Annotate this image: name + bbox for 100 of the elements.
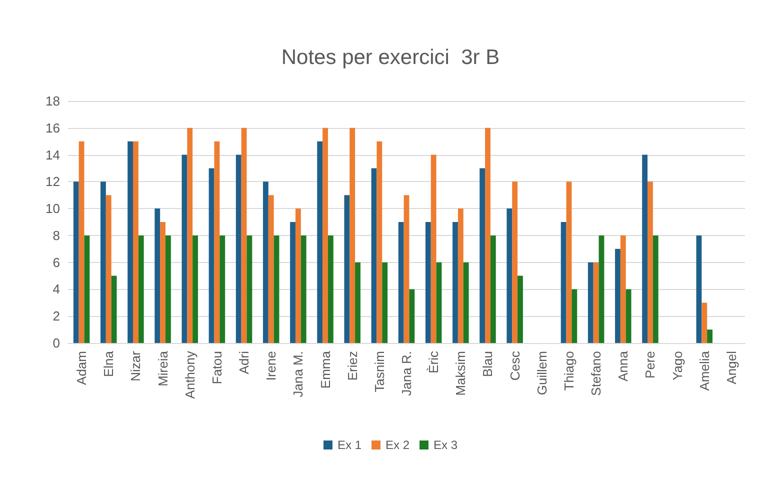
- bar: [154, 208, 160, 343]
- bar: [566, 182, 572, 343]
- y-tick-label: 14: [46, 147, 60, 162]
- x-tick-label: Emma: [318, 350, 333, 389]
- x-tick-label: Maksim: [453, 351, 468, 396]
- bar: [138, 235, 144, 343]
- bar: [132, 141, 138, 343]
- x-tick-label: Yago: [670, 351, 685, 380]
- x-tick-label: Amelia: [696, 350, 712, 391]
- x-tick-label: Èric: [426, 350, 442, 374]
- bar: [241, 128, 247, 343]
- x-tick-label: Cesc: [507, 350, 522, 381]
- bar: [490, 235, 496, 343]
- x-tick-label: Angel: [724, 350, 739, 384]
- bar: [165, 235, 171, 343]
- x-tick-label: Jana R.: [399, 351, 414, 396]
- x-tick-label: Eriez: [344, 351, 360, 381]
- bar: [111, 276, 117, 343]
- bar: [588, 262, 594, 343]
- bar: [295, 208, 301, 343]
- x-tick-label: Guillem: [534, 351, 550, 396]
- bar: [485, 128, 490, 343]
- legend-label: Ex 1: [337, 438, 362, 452]
- x-tick-label: Fatou: [209, 351, 224, 384]
- bar: [512, 182, 518, 343]
- y-tick-label: 10: [46, 201, 60, 216]
- x-tick-label: Nizar: [128, 350, 144, 382]
- bar: [620, 235, 626, 343]
- bar: [463, 262, 469, 343]
- bar: [376, 141, 382, 343]
- bar: [593, 262, 599, 343]
- bar: [355, 262, 360, 343]
- y-tick-label: 6: [52, 254, 60, 270]
- bar: [702, 302, 708, 343]
- bar: [290, 222, 296, 343]
- bar: [518, 276, 523, 343]
- chart-title: Notes per exercici 3r B: [281, 46, 500, 69]
- bar: [506, 208, 512, 343]
- bar: [192, 235, 198, 343]
- bar: [160, 222, 166, 343]
- x-tick-label: Anna: [616, 350, 631, 382]
- bar: [642, 154, 648, 343]
- y-tick-label: 0: [52, 336, 60, 350]
- x-tick-label: Adri: [236, 350, 252, 374]
- y-tick-label: 2: [52, 308, 60, 324]
- bar: [220, 235, 226, 343]
- bar: [430, 154, 436, 343]
- bar: [187, 128, 193, 343]
- bar: [322, 128, 328, 343]
- bar: [707, 330, 713, 343]
- bar: [452, 222, 458, 343]
- bar: [208, 168, 214, 343]
- bar: [328, 235, 334, 343]
- bar: [648, 182, 653, 343]
- x-tick-label: Pere: [642, 351, 658, 378]
- bar: [182, 154, 188, 343]
- bar: [480, 168, 486, 343]
- bar: [696, 235, 702, 343]
- y-tick-label: 4: [52, 282, 60, 297]
- bar: [300, 235, 306, 343]
- bar: [274, 235, 280, 343]
- bar: [436, 262, 442, 343]
- x-tick-label: Irene: [264, 351, 279, 381]
- bar: [425, 222, 431, 343]
- x-tick-label: Anthony: [182, 350, 198, 399]
- bar: [236, 154, 242, 343]
- bar: [262, 182, 268, 343]
- y-tick-label: 16: [46, 120, 60, 136]
- x-tick-label: Adam: [74, 351, 90, 385]
- bar: [598, 235, 604, 343]
- y-tick-label: 18: [46, 94, 60, 108]
- legend-label: Ex 3: [434, 438, 458, 452]
- y-tick-label: 12: [46, 174, 60, 190]
- bar: [398, 222, 404, 343]
- legend-label: Ex 2: [385, 438, 410, 452]
- bar: [572, 289, 578, 343]
- x-tick-label: Tasnim: [372, 351, 387, 392]
- x-tick-label: Jana M.: [290, 351, 306, 398]
- bar: [214, 141, 220, 343]
- bar: [409, 289, 415, 343]
- bar: [106, 195, 112, 343]
- bar: [458, 208, 464, 343]
- bar: [84, 235, 90, 343]
- x-tick-label: Elna: [101, 350, 116, 378]
- x-tick-label: Stefano: [588, 351, 604, 396]
- bar: [344, 195, 350, 343]
- bar: [350, 128, 356, 343]
- bar: [100, 182, 106, 343]
- bar: [371, 168, 377, 343]
- bar: [652, 235, 658, 343]
- bar: [317, 141, 323, 343]
- bar: [268, 195, 274, 343]
- bar: [382, 262, 388, 343]
- y-tick-label: 8: [52, 228, 60, 243]
- bar: [78, 141, 84, 343]
- bar: [404, 195, 410, 343]
- bar: [615, 248, 620, 343]
- bar: [560, 222, 566, 343]
- bar: [73, 182, 79, 343]
- x-tick-label: Thiago: [561, 351, 576, 391]
